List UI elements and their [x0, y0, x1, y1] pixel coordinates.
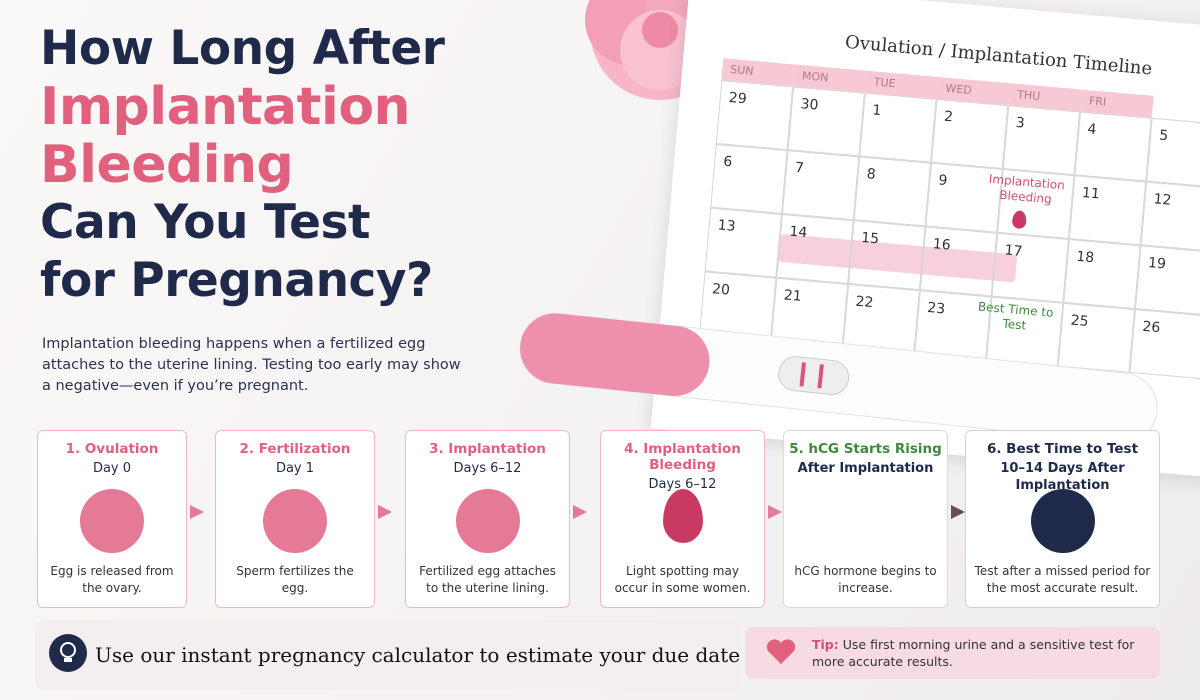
day-number: 3 — [1015, 114, 1026, 132]
day-cell: 2 — [930, 98, 1009, 169]
day-number: 7 — [794, 159, 805, 177]
step-description: hCG hormone begins to increase. — [794, 564, 937, 595]
day-cell: 16 — [919, 226, 998, 297]
step-subtitle: After Implantation — [797, 461, 934, 476]
day-number: 30 — [799, 96, 820, 114]
day-number: 1 — [871, 102, 882, 120]
cta-box — [35, 620, 740, 690]
title-line: Bleeding — [40, 135, 294, 195]
arrow — [951, 505, 965, 519]
day-number: 21 — [783, 287, 803, 305]
step-title: 2. Fertilization — [239, 441, 351, 457]
step-icon — [263, 489, 327, 553]
step-subtitle: Days 6–12 — [648, 477, 717, 492]
tip-label: Tip: — [812, 637, 839, 652]
day-number: 16 — [932, 236, 952, 254]
tip: Tip: Use first morning urine and a sensi… — [812, 636, 1152, 670]
title-line: Can You Test — [40, 195, 371, 250]
day-cell: 29 — [715, 80, 794, 151]
step-icon — [662, 489, 703, 543]
cta-text[interactable]: Use our instant pregnancy calculator to … — [95, 643, 741, 667]
day-number: 4 — [1086, 121, 1098, 138]
step-description: Egg is released from the ovary. — [50, 564, 174, 595]
heart-icon — [766, 639, 796, 664]
step-card: 1. Ovulation Day 0 Egg is released from th… — [37, 430, 187, 608]
step-card: 5. hCG Starts Rising After Implantation hC… — [783, 430, 948, 608]
step-card: 3. Implantation Days 6–12 Fertilized egg a… — [405, 430, 570, 608]
step-card: 4. Implantation Bleeding Days 6–12 Light s… — [600, 430, 765, 608]
day-cell: 19 — [1135, 245, 1200, 316]
day-number: 6 — [722, 153, 733, 171]
day-number: 9 — [937, 172, 949, 190]
day-cell: 13 — [704, 207, 782, 278]
arrow — [190, 505, 204, 519]
arrow — [768, 505, 782, 519]
arrow — [573, 505, 587, 519]
day-cell: 18 — [1063, 239, 1141, 310]
step-title: 6. Best Time to Test — [986, 441, 1139, 457]
day-number: 26 — [1141, 318, 1161, 337]
pregnancy-test — [519, 312, 1158, 444]
step-title: 4. Implantation Bleeding — [624, 441, 741, 473]
day-cell: 5 — [1146, 117, 1200, 188]
day-number: 12 — [1152, 191, 1173, 209]
step-icon — [834, 489, 898, 553]
day-number: 29 — [728, 89, 748, 108]
day-cell: 14 — [776, 213, 854, 284]
intro: Implantation bleeding happens when a fer… — [42, 336, 461, 394]
day-cell: 30 — [787, 86, 865, 157]
title-line: for Pregnancy? — [40, 253, 433, 308]
step-icon — [455, 489, 520, 553]
step-subtitle: Day 1 — [275, 461, 315, 476]
step-description: Light spotting may occur in some women. — [614, 564, 751, 595]
tip-box — [745, 627, 1160, 679]
day-number: 18 — [1075, 248, 1095, 267]
step-icon — [1030, 489, 1095, 553]
day-number: 22 — [854, 293, 875, 312]
step-title: 5. hCG Starts Rising — [789, 441, 942, 457]
day-number: 17 — [1003, 242, 1024, 260]
day-number: 11 — [1081, 184, 1101, 203]
arrow — [378, 505, 392, 519]
step-description: Sperm fertilizes the egg. — [236, 564, 354, 595]
day-number: 13 — [717, 217, 737, 235]
day-cell: 7 — [781, 150, 860, 221]
day-cell: 12 — [1140, 181, 1200, 252]
day-number: 25 — [1070, 312, 1090, 331]
day-cell: 3 — [1002, 105, 1081, 176]
title: How Long After Implantation Bleeding Can… — [40, 20, 445, 310]
title-line: Implantation — [40, 77, 411, 137]
bulb-icon — [49, 634, 87, 672]
day-number: 8 — [866, 166, 877, 183]
step-subtitle: 10–14 Days After Implantation — [1000, 461, 1125, 493]
day-number: 20 — [711, 281, 731, 299]
day-cell: 11 — [1068, 175, 1147, 246]
day-number: 2 — [943, 108, 954, 126]
step-subtitle: Days 6–12 — [453, 461, 522, 476]
step-icon — [80, 489, 144, 553]
day-number: 5 — [1158, 127, 1169, 145]
day-number: 19 — [1147, 255, 1167, 273]
day-cell: 1 — [859, 92, 937, 163]
day-number: 14 — [788, 223, 808, 242]
step-title: 1. Ovulation — [65, 441, 159, 457]
title-line: How Long After — [40, 21, 445, 76]
step-description: Fertilized egg attaches to the uterine l… — [419, 564, 556, 595]
day-cell: 17 — [991, 232, 1069, 303]
step-card: 6. Best Time to Test 10–14 Days After Imp… — [965, 430, 1160, 608]
step-card: 2. Fertilization Day 1 Sperm fertilizes th… — [215, 430, 375, 608]
day-number: 23 — [926, 299, 946, 318]
tip-text: Use first morning urine and a sensitive … — [812, 637, 1135, 669]
step-description: Test after a missed period for the most … — [974, 564, 1151, 595]
day-cell: 6 — [710, 143, 788, 214]
step-subtitle: Day 0 — [92, 461, 132, 476]
step-title: 3. Implantation — [429, 441, 546, 457]
day-cell: 8 — [853, 156, 931, 227]
day-cell: 4 — [1074, 111, 1152, 182]
day-number: 15 — [860, 229, 880, 248]
day-cell: 15 — [848, 220, 926, 291]
